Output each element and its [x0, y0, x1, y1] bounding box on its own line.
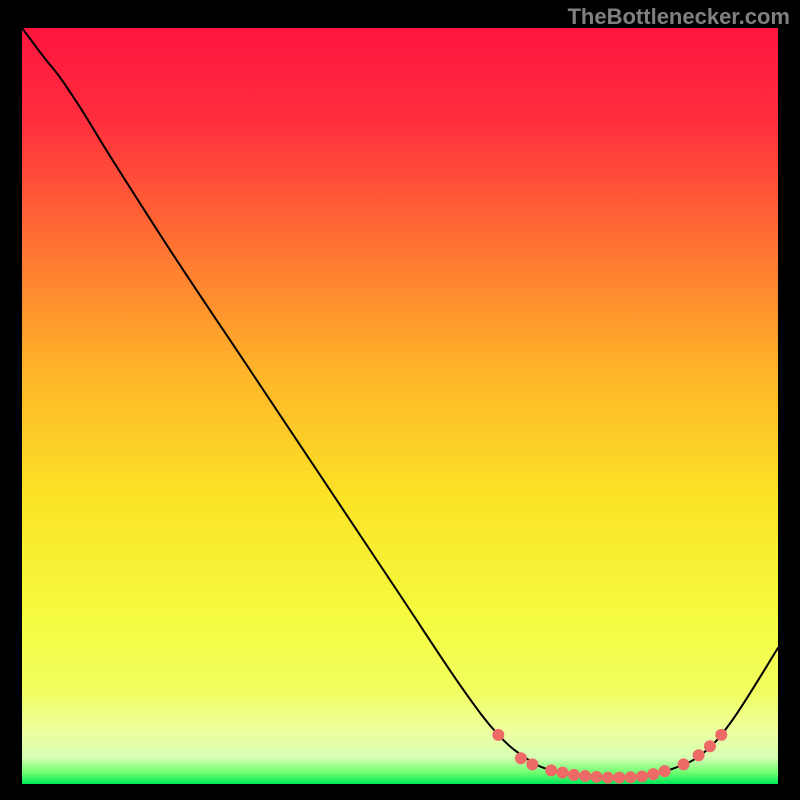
marker-point — [704, 740, 716, 752]
marker-point — [625, 771, 637, 783]
marker-point — [678, 758, 690, 770]
marker-point — [515, 752, 527, 764]
marker-point — [602, 772, 614, 784]
marker-point — [613, 772, 625, 784]
marker-point — [715, 729, 727, 741]
marker-point — [636, 770, 648, 782]
watermark-label: TheBottlenecker.com — [567, 4, 790, 30]
marker-point — [545, 764, 557, 776]
marker-point — [591, 771, 603, 783]
marker-point — [647, 768, 659, 780]
marker-point — [492, 729, 504, 741]
marker-point — [526, 758, 538, 770]
chart-svg — [22, 28, 778, 784]
marker-point — [579, 770, 591, 782]
marker-point — [693, 749, 705, 761]
chart-plot-area — [22, 28, 778, 784]
marker-point — [557, 767, 569, 779]
marker-point — [659, 765, 671, 777]
stage: TheBottlenecker.com — [0, 0, 800, 800]
marker-point — [568, 769, 580, 781]
gradient-background — [22, 28, 778, 784]
